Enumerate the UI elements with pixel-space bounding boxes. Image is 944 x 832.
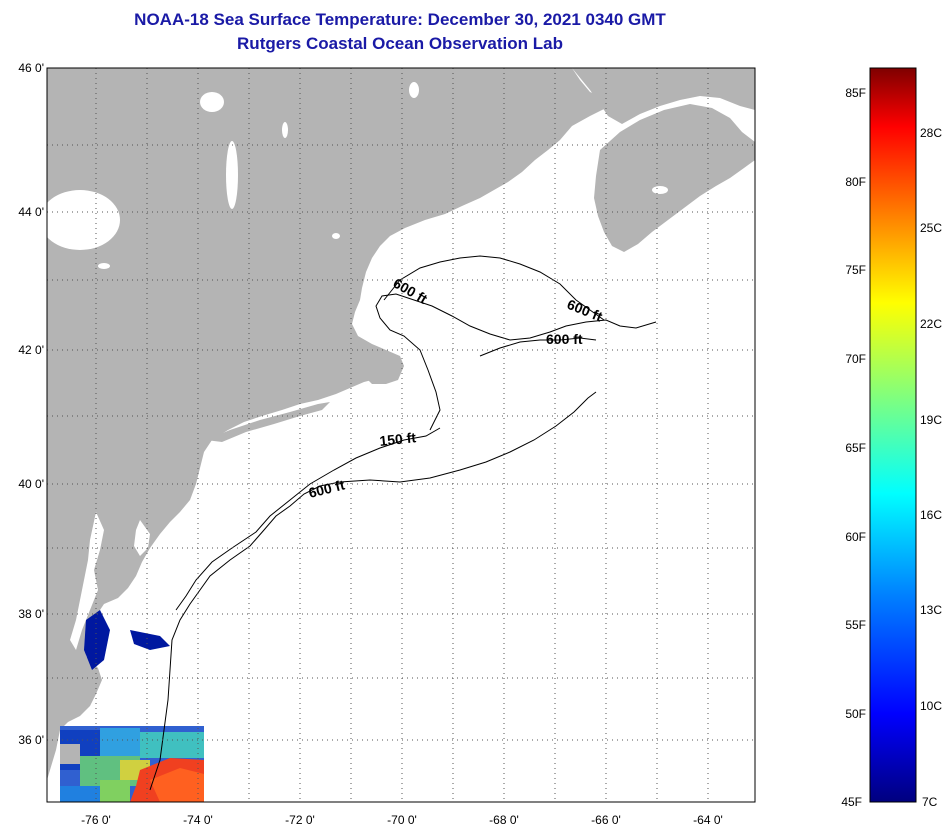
lat-label-44: 44 0' (18, 205, 44, 219)
chesapeake-bay (70, 512, 104, 650)
lon-label-66: -66 0' (591, 813, 621, 827)
land-cape-cod (362, 362, 404, 384)
land-nova-scotia (594, 104, 755, 252)
lake-ontario-edge (47, 190, 120, 250)
cb-c-7: 7C (922, 795, 938, 809)
contour-600ft-inner (479, 337, 597, 357)
land-long-island (206, 402, 330, 442)
lake-small-4 (98, 263, 110, 269)
cb-c-28: 28C (920, 126, 942, 140)
map-frame (46, 67, 756, 803)
cb-f-60: 60F (845, 530, 866, 544)
contour-600ft-shelf (149, 391, 597, 791)
lake-champlain (226, 141, 238, 209)
lat-label-42: 42 0' (18, 343, 44, 357)
cb-f-65: 65F (845, 441, 866, 455)
colorbar: 85F 80F 75F 70F 65F 60F 55F 50F 45F 28C … (841, 67, 942, 809)
cb-f-75: 75F (845, 263, 866, 277)
cb-f-70: 70F (845, 352, 866, 366)
lat-label-40: 40 0' (18, 477, 44, 491)
delaware-bay (134, 520, 150, 556)
cb-c-25: 25C (920, 221, 942, 235)
cb-c-19: 19C (920, 413, 942, 427)
cb-f-55: 55F (845, 618, 866, 632)
lon-label-76: -76 0' (81, 813, 111, 827)
lat-label-38: 38 0' (18, 607, 44, 621)
land-us-mainland (47, 68, 606, 780)
cb-f-50: 50F (845, 707, 866, 721)
lat-label-46: 46 0' (18, 61, 44, 75)
cb-c-13: 13C (920, 603, 942, 617)
lon-label-70: -70 0' (387, 813, 417, 827)
cb-f-45: 45F (841, 795, 862, 809)
contour-label-georges-north: 600 ft (546, 331, 583, 347)
contour-georges-bank (375, 293, 657, 431)
land-new-brunswick (572, 68, 755, 124)
sst-chesapeake-patch (84, 610, 170, 670)
lake-small-3 (332, 233, 340, 239)
lat-label-36: 36 0' (18, 733, 44, 747)
title-line-2: Rutgers Coastal Ocean Observation Lab (237, 34, 563, 53)
lon-label-68: -68 0' (489, 813, 519, 827)
cb-f-80: 80F (845, 175, 866, 189)
lake-moosehead (200, 92, 224, 112)
lake-small-5 (652, 186, 668, 194)
contour-150ft (175, 427, 441, 611)
contour-gulf-maine (383, 255, 605, 321)
lake-small-2 (282, 122, 288, 138)
sst-data-patch (60, 726, 204, 802)
title-line-1: NOAA-18 Sea Surface Temperature: Decembe… (134, 10, 666, 29)
colorbar-gradient (869, 67, 917, 803)
lon-label-72: -72 0' (285, 813, 315, 827)
cb-c-22: 22C (920, 317, 942, 331)
lon-label-74: -74 0' (183, 813, 213, 827)
contour-label-150ft: 150 ft (379, 429, 417, 449)
cb-c-10: 10C (920, 699, 942, 713)
lon-label-64: -64 0' (693, 813, 723, 827)
cb-c-16: 16C (920, 508, 942, 522)
cb-f-85: 85F (845, 86, 866, 100)
lake-small-1 (409, 82, 419, 98)
